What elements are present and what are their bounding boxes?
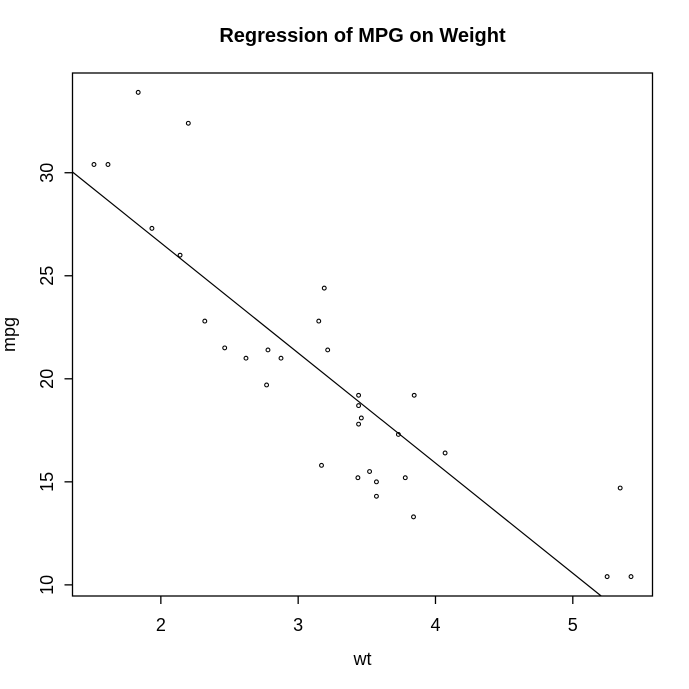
y-tick-label: 15	[37, 472, 57, 492]
x-tick-label: 2	[156, 615, 166, 635]
data-point	[278, 355, 284, 361]
chart-title: Regression of MPG on Weight	[219, 25, 506, 47]
data-point	[325, 347, 331, 353]
data-point	[411, 392, 417, 398]
data-point	[321, 285, 327, 291]
data-point	[105, 162, 111, 167]
x-tick-label: 5	[568, 615, 578, 635]
data-point	[177, 252, 183, 258]
data-point	[373, 479, 379, 485]
data-point	[395, 431, 401, 437]
data-point	[373, 493, 379, 499]
data-point	[411, 514, 416, 520]
data-point	[628, 574, 634, 580]
y-tick-label: 20	[37, 369, 57, 389]
data-point	[356, 421, 362, 427]
data-point	[265, 347, 271, 353]
data-point	[356, 403, 362, 409]
data-point	[319, 462, 324, 468]
y-tick-label: 10	[37, 575, 57, 595]
data-point	[356, 392, 362, 398]
data-point	[149, 225, 155, 231]
data-points	[91, 89, 634, 580]
x-axis-label: wt	[353, 649, 372, 669]
y-axis-label: mpg	[0, 317, 19, 352]
data-point	[185, 120, 191, 126]
data-point	[402, 475, 408, 481]
data-point	[617, 485, 623, 491]
y-tick-label: 25	[37, 266, 57, 286]
data-point	[135, 89, 141, 95]
regression-line	[72, 171, 602, 597]
data-point	[264, 382, 270, 388]
x-axis: 2 3 4 5	[156, 596, 578, 635]
plot-frame	[71, 72, 654, 597]
data-point	[358, 415, 364, 421]
data-point	[91, 162, 97, 167]
data-point	[222, 345, 228, 351]
data-point	[604, 574, 610, 580]
data-point	[202, 318, 208, 324]
data-point	[316, 318, 322, 324]
data-point	[442, 450, 448, 456]
y-tick-label: 30	[37, 163, 57, 183]
data-point	[243, 355, 249, 361]
x-tick-label: 4	[430, 615, 440, 635]
data-point	[355, 475, 361, 481]
y-axis: 10 15 20 25 30	[37, 163, 73, 595]
data-point	[367, 469, 373, 474]
x-tick-label: 3	[293, 615, 303, 635]
